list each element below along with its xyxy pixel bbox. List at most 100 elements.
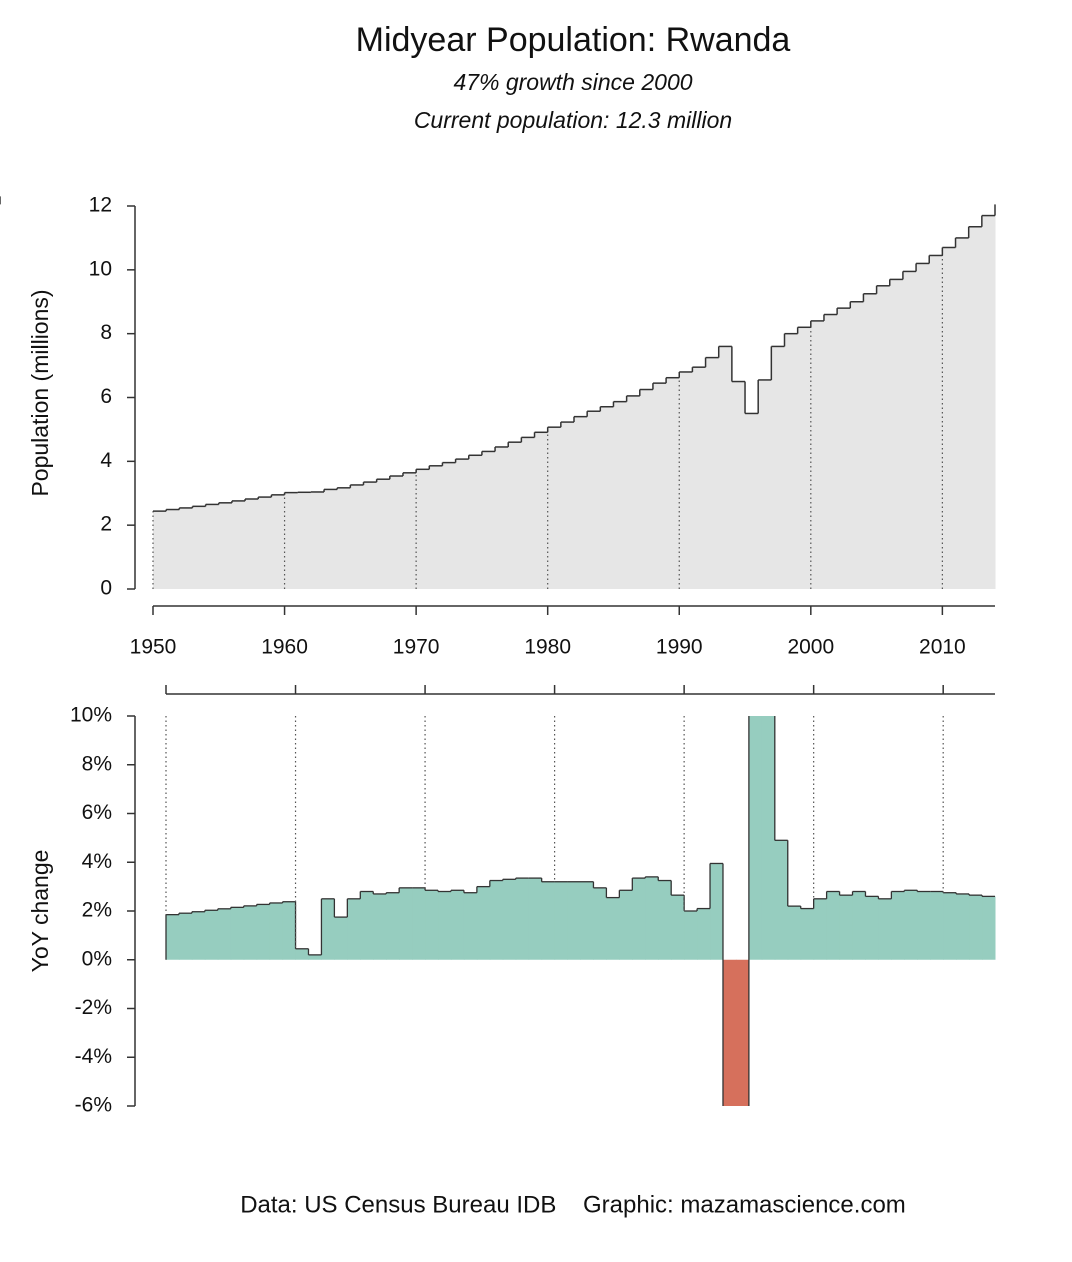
area-step	[889, 279, 904, 589]
area-step	[468, 455, 483, 589]
area-step	[574, 416, 588, 589]
bar	[399, 887, 413, 960]
y-tick-label: 8%	[82, 752, 112, 775]
area-step	[863, 293, 878, 589]
bar	[710, 863, 724, 960]
y-tick-label: 8	[100, 321, 112, 344]
y-tick-label: 0	[100, 577, 112, 600]
bar	[619, 890, 633, 960]
area-step	[771, 346, 785, 589]
area-step	[823, 314, 838, 589]
bar	[425, 890, 439, 960]
y-tick-label: 2	[100, 513, 112, 536]
bar	[748, 716, 763, 960]
bar	[917, 891, 931, 960]
bar	[787, 906, 802, 960]
area-step	[731, 381, 746, 589]
area-step	[955, 237, 970, 589]
bar	[360, 891, 374, 960]
bar	[476, 886, 491, 960]
area-step	[231, 500, 246, 589]
bar	[671, 895, 685, 960]
y-tick-label: 4	[100, 449, 112, 472]
bar	[684, 911, 698, 960]
x-tick-label: 1990	[656, 636, 703, 659]
bar	[269, 902, 284, 960]
bar	[904, 890, 918, 960]
bar	[774, 840, 789, 960]
area-step	[981, 215, 996, 589]
area-step	[179, 507, 193, 589]
area-step	[902, 271, 917, 589]
area-step	[402, 472, 417, 589]
area-step	[600, 406, 614, 589]
area-step	[547, 427, 562, 589]
y-tick-label: -2%	[75, 996, 112, 1019]
bar	[593, 887, 607, 960]
area-step	[876, 285, 891, 589]
area-step	[297, 492, 312, 589]
y-tick-label: -4%	[75, 1045, 112, 1068]
bar	[697, 908, 711, 960]
y-tick-label: 10	[89, 257, 112, 280]
bar	[321, 898, 335, 960]
yoy-plot	[165, 716, 996, 1106]
y-axis-label: YoY change	[27, 850, 53, 973]
area-step	[508, 442, 522, 589]
bar	[528, 878, 543, 960]
y-tick-label: 10%	[70, 704, 112, 727]
area-step	[916, 263, 930, 589]
bar	[645, 876, 659, 960]
bar	[956, 893, 970, 960]
area-step	[784, 333, 799, 589]
bar	[230, 907, 245, 960]
x-tick-label: 2000	[787, 636, 834, 659]
x-tick-label: 1960	[261, 636, 308, 659]
area-step	[324, 489, 338, 589]
area-step	[718, 346, 733, 589]
area-step	[258, 497, 272, 589]
bar	[982, 896, 996, 960]
subtitle: Current population: 12.3 million	[414, 107, 732, 133]
bar	[800, 908, 815, 960]
area-step	[442, 462, 457, 589]
area-step	[626, 395, 641, 589]
bar	[852, 891, 866, 960]
area-step	[587, 411, 601, 589]
y-tick-label: 4%	[82, 850, 112, 873]
area-step	[481, 451, 496, 589]
bar	[606, 897, 620, 960]
area-step	[968, 226, 983, 589]
area-step	[192, 506, 207, 589]
bar	[178, 913, 193, 960]
bar	[282, 901, 297, 960]
x-tick-label: 1970	[393, 636, 440, 659]
bar	[515, 878, 530, 960]
bar	[580, 881, 594, 960]
bar	[308, 954, 322, 960]
bar	[243, 905, 258, 960]
bar	[334, 917, 348, 960]
bar	[256, 904, 271, 960]
y-tick-label: 12	[89, 194, 112, 217]
bar	[412, 887, 426, 960]
bar	[347, 898, 361, 960]
x-tick-label: 1950	[130, 636, 177, 659]
bar	[943, 892, 957, 960]
bar	[878, 898, 892, 960]
y-tick-label: 6	[100, 385, 112, 408]
bar	[295, 948, 309, 960]
area-step	[758, 379, 772, 589]
area-step	[376, 479, 391, 589]
area-step	[350, 484, 364, 589]
area-step	[310, 491, 325, 589]
bar	[438, 891, 452, 960]
bar	[930, 891, 944, 960]
area-step	[429, 465, 443, 589]
area-step	[534, 432, 549, 589]
bar	[567, 881, 581, 960]
bar	[722, 959, 737, 1106]
area-step	[850, 301, 864, 589]
area-step	[797, 327, 812, 589]
